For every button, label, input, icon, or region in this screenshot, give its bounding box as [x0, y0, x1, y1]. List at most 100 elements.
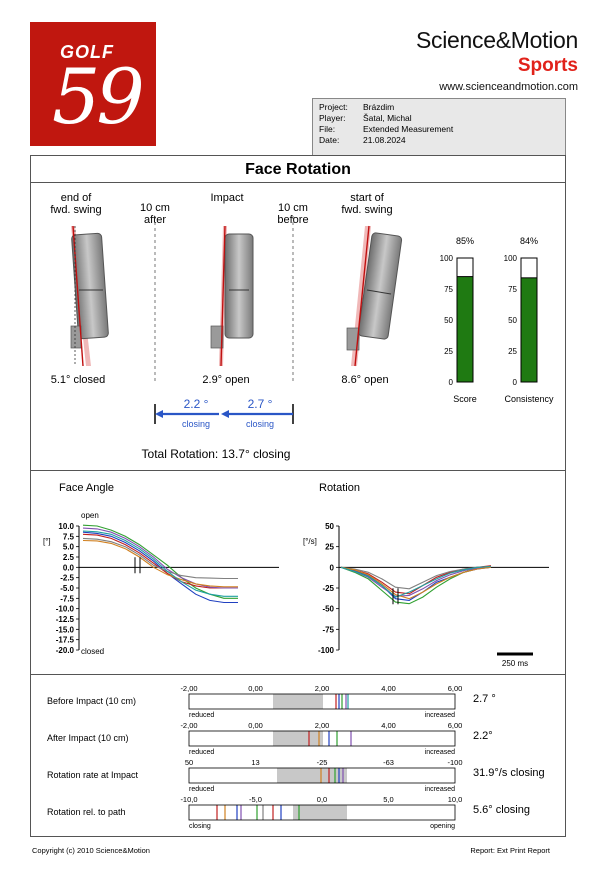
bar-right-label: opening [430, 823, 455, 830]
start-swing-label-line: start of [350, 192, 384, 204]
gauge-tick: 25 [444, 347, 453, 356]
logo-word: GOLF [60, 42, 114, 62]
gauge-tick: 100 [440, 254, 454, 263]
series-line [82, 527, 238, 589]
y-axis-label: [°] [43, 537, 51, 546]
bar-label: After Impact (10 cm) [47, 733, 129, 743]
info-box: Project: Brázdim Player: Šatal, Michal Fil… [312, 98, 566, 156]
end-value: 5.1° closed [50, 374, 106, 386]
gauge-tick: 100 [504, 254, 518, 263]
bar-tick: 2,00 [315, 721, 330, 730]
bar-tick: 10,0 [448, 795, 463, 804]
y-tick-label: 5.0 [63, 543, 75, 552]
y-tick-label: -50 [322, 605, 334, 614]
y-tick-label: -20.0 [56, 646, 75, 655]
bar-range [277, 768, 347, 783]
series-line [82, 530, 238, 597]
arrow-left-value: 2.2 ° [183, 397, 209, 411]
info-row-date: Date: 21.08.2024 [319, 135, 453, 146]
before-label: 10 cm before [267, 202, 319, 226]
bar-value: 2.2° [473, 730, 493, 742]
bar-frame [188, 804, 456, 821]
putter-end-icon [70, 225, 109, 367]
bar-tick: 4,00 [381, 721, 396, 730]
y-tick-label: -75 [322, 625, 334, 634]
start-swing-label: start of fwd. swing [329, 192, 405, 216]
gauge-tick: 75 [508, 285, 517, 294]
bar-tick: -2,00 [180, 684, 197, 693]
report-frame: Face Rotation end of fwd. swing 10 cm af… [30, 155, 566, 837]
y-tick-label: 10.0 [58, 522, 74, 531]
info-value: Extended Measurement [363, 124, 454, 134]
bar-left-label: closing [189, 823, 211, 830]
gauge-tick: 0 [513, 378, 518, 387]
time-scale-label: 250 ms [502, 659, 528, 668]
putter-diagram [70, 216, 294, 381]
info-row-file: File: Extended Measurement [319, 124, 453, 135]
top-annotation: open [81, 511, 99, 520]
y-tick-label: -7.5 [60, 594, 74, 603]
info-value: 21.08.2024 [363, 135, 406, 145]
bar-label: Before Impact (10 cm) [47, 696, 137, 706]
end-swing-label-line: fwd. swing [50, 204, 102, 216]
series-line [340, 566, 492, 597]
y-tick-label: 25 [325, 543, 334, 552]
bar-left-label: reduced [189, 712, 214, 719]
after-label-line: 10 cm [140, 202, 170, 214]
footer-copyright: Copyright (c) 2010 Science&Motion [32, 846, 150, 855]
bar-tick: -2,00 [180, 721, 197, 730]
bar-range [273, 731, 323, 746]
before-label-line: 10 cm [278, 202, 308, 214]
series-line [340, 565, 492, 598]
bar-frame [188, 730, 456, 747]
bar-tick: 4,00 [381, 684, 396, 693]
end-swing-label: end of fwd. swing [41, 192, 111, 216]
y-tick-label: 0.0 [63, 563, 75, 572]
gauge-label: Consistency [504, 394, 554, 404]
series-line [340, 566, 492, 600]
series-line [340, 565, 492, 590]
gauge-label: Score [453, 394, 477, 404]
series-line [82, 531, 238, 604]
info-value: Brázdim [363, 102, 395, 112]
rotation-title: Rotation [319, 482, 360, 494]
rotation-chart: 50 25 0 -25 -50 -75 -100 [°/s] 250 ms [303, 522, 549, 668]
info-value: Šatal, Michal [363, 113, 412, 123]
bar-frame [188, 767, 456, 784]
face-angle-chart: 10.07.55.02.50.0-2.5-5.0-7.5-10.0-12.5-1… [43, 511, 279, 656]
footer-report: Report: Ext Print Report [470, 846, 550, 855]
gauge-tick: 0 [449, 378, 454, 387]
bar-tick: 13 [251, 758, 259, 767]
bar-tick: 0,00 [248, 721, 263, 730]
rotation-arrows [154, 404, 294, 424]
bar-label: Rotation rate at Impact [47, 770, 139, 780]
start-value: 8.6° open [341, 374, 389, 386]
bar-range [293, 805, 347, 820]
start-swing-label-line: fwd. swing [341, 204, 393, 216]
gauge-tick: 50 [444, 316, 453, 325]
section-title: Face Rotation [245, 161, 351, 178]
putter-impact-icon [210, 225, 254, 367]
brand-product: Sports [517, 55, 578, 76]
gauge-percent: 84% [520, 236, 538, 246]
putter-start-diagram [346, 225, 403, 367]
after-label: 10 cm after [127, 202, 183, 226]
bar-left-label: reduced [189, 786, 214, 793]
gauge-percent: 85% [456, 236, 474, 246]
gauge-tick: 50 [508, 316, 517, 325]
face-angle-title: Face Angle [59, 482, 115, 494]
bar-right-label: increased [425, 786, 455, 793]
bar-tick: 50 [185, 758, 193, 767]
bar-tick: -63 [383, 758, 394, 767]
impact-label: Impact [210, 192, 244, 204]
y-axis-label: [°/s] [303, 537, 317, 546]
gauges: 85%1007550250Score84%1007550250Consisten… [440, 236, 554, 404]
bar-tick: 0,0 [317, 795, 327, 804]
y-tick-label: -10.0 [56, 605, 75, 614]
info-key: Player: [319, 113, 346, 123]
y-tick-label: -2.5 [60, 574, 74, 583]
bar-label: Rotation rel. to path [47, 807, 126, 817]
divider [31, 470, 565, 471]
bar-right-label: increased [425, 712, 455, 719]
metric-bars: -2,00 0,00 2,00 4,00 6,00 reduced increased -2,… [180, 684, 463, 830]
